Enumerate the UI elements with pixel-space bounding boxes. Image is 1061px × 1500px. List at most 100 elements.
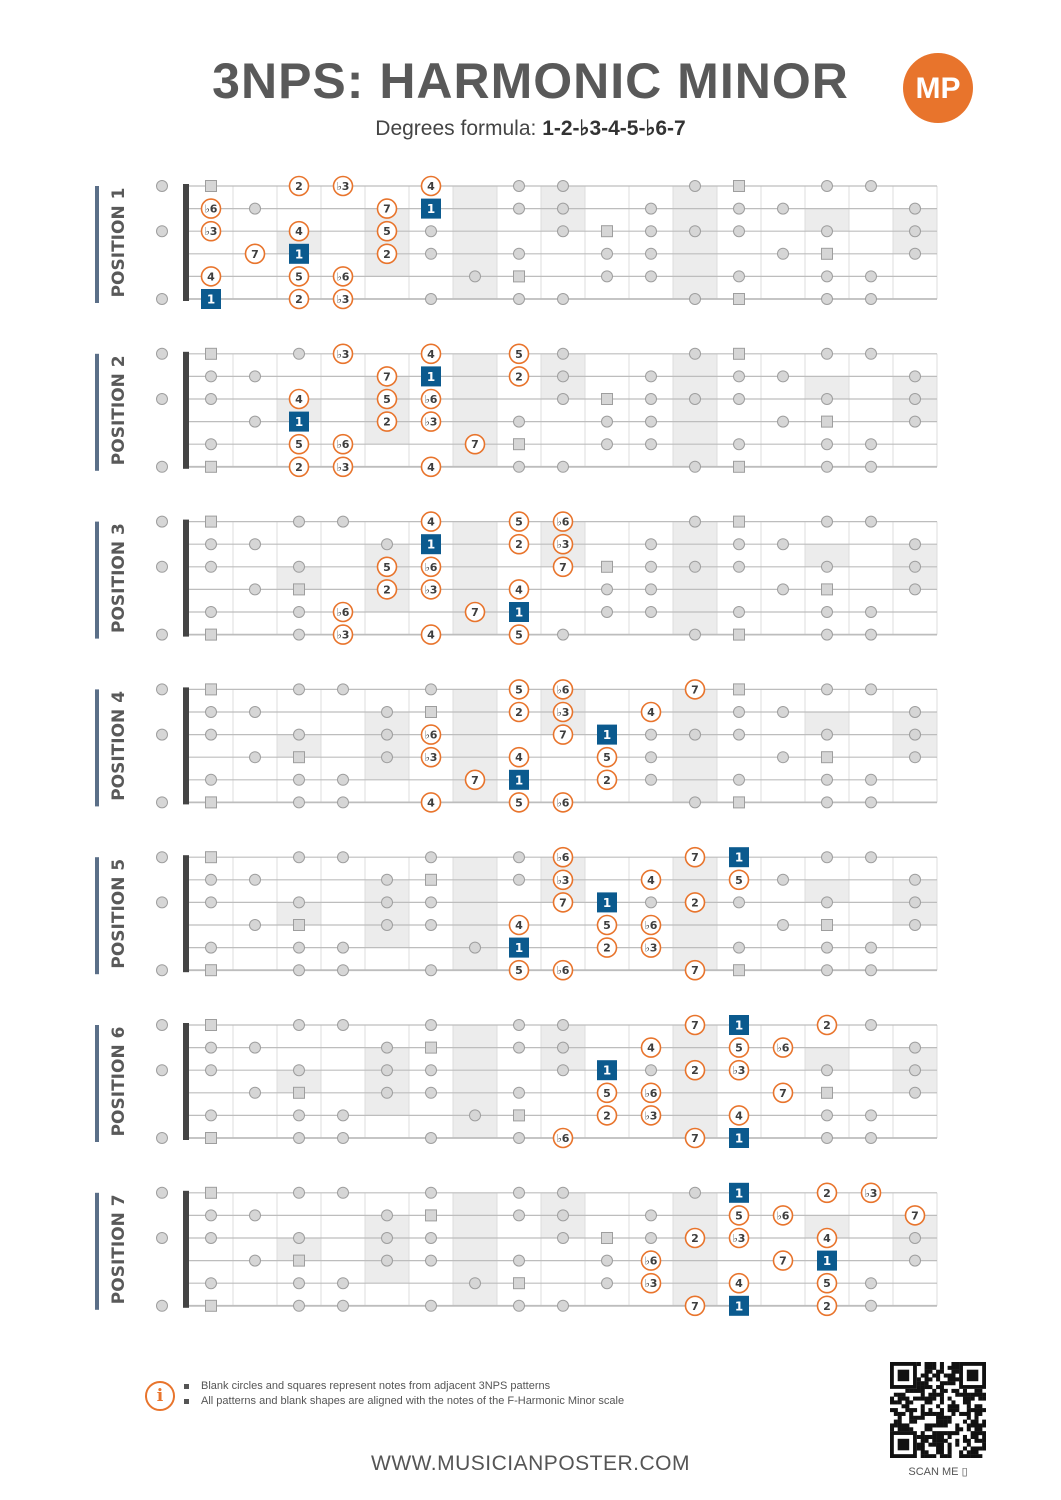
adjacent-circle-marker [557,1186,569,1199]
scale-degree-label: 4 [295,393,303,406]
scale-degree-label: 4 [207,270,215,283]
adjacent-circle-marker [645,728,657,741]
scale-degree-label: 7 [383,370,391,383]
adjacent-circle-marker [821,683,833,696]
root-note-label: 1 [295,415,303,429]
adjacent-circle-marker [381,1041,393,1054]
adjacent-circle-marker [601,270,613,283]
adjacent-circle-marker [381,1086,393,1099]
scale-degree-marker [376,220,398,242]
scale-degree-label: 5 [603,919,611,932]
adjacent-circle-marker [733,706,745,718]
adjacent-circle-marker [909,1232,921,1244]
scale-degree-marker [684,679,706,700]
scale-degree-label: ♭3 [337,629,350,642]
adjacent-square-marker [293,1254,305,1267]
adjacent-square-marker [733,628,745,641]
info-text-1: Blank circles and squares represent note… [201,1380,551,1392]
scale-degree-label: ♭3 [425,583,438,596]
open-string-marker [156,1064,168,1077]
scale-degree-marker [508,792,530,813]
adjacent-circle-marker [249,202,261,215]
adjacent-circle-marker [689,347,701,360]
adjacent-circle-marker [865,851,877,864]
adjacent-circle-marker [865,293,877,305]
fret-shade [805,1215,849,1238]
scale-degree-marker [332,624,354,645]
scale-degree-label: ♭3 [557,538,570,551]
adjacent-circle-marker [249,751,261,764]
scale-degree-marker [420,456,442,478]
scale-degree-label: 2 [603,942,611,955]
adjacent-circle-marker [293,941,305,954]
scale-degree-label: 4 [647,1042,655,1055]
adjacent-circle-marker [249,1254,261,1267]
qr-code[interactable] [890,1362,986,1458]
scale-degree-marker [640,1272,662,1294]
fret-shade [805,208,849,232]
scale-degree-marker [376,411,398,432]
adjacent-circle-marker [645,438,657,451]
adjacent-square-marker [601,225,613,238]
scale-degree-marker [420,556,442,578]
adjacent-circle-marker [865,180,877,192]
adjacent-circle-marker [557,293,569,305]
scale-degree-marker [332,433,354,455]
adjacent-square-marker [821,1086,833,1099]
adjacent-circle-marker [909,1254,921,1267]
adjacent-circle-marker [865,1299,877,1312]
adjacent-square-marker [821,583,833,596]
root-note-label: 1 [515,941,523,955]
open-string-marker [156,1232,168,1244]
scale-degree-label: 4 [427,796,435,809]
adjacent-circle-marker [337,1109,349,1122]
adjacent-circle-marker [293,1299,305,1312]
scale-degree-marker [508,914,530,936]
root-note-label: 1 [823,1254,831,1268]
fret-shade [673,521,717,635]
website-link[interactable]: WWW.MUSICIANPOSTER.COM [371,1452,690,1475]
scale-degree-marker [728,1105,750,1126]
root-note-label: 1 [515,773,523,787]
adjacent-circle-marker [865,1132,877,1144]
scale-degree-label: 7 [559,896,567,909]
adjacent-circle-marker [205,728,217,741]
nut [183,855,189,973]
scale-degree-label: 7 [471,438,479,451]
adjacent-circle-marker [337,1277,349,1290]
scale-degree-marker [508,366,530,387]
adjacent-circle-marker [689,1186,701,1199]
adjacent-circle-marker [293,515,305,528]
scale-degree-marker [772,1082,794,1104]
adjacent-circle-marker [205,1232,217,1244]
scale-degree-label: 5 [603,751,611,764]
scale-degree-marker [464,601,486,623]
fret-shade [365,544,409,612]
scale-degree-marker [596,1082,618,1104]
scale-degree-marker [508,343,530,365]
adjacent-circle-marker [513,460,525,473]
adjacent-circle-marker [865,628,877,641]
adjacent-circle-marker [293,964,305,977]
adjacent-circle-marker [821,560,833,573]
adjacent-circle-marker [601,1254,613,1267]
scale-degree-marker [508,746,530,768]
fret-shade [805,879,849,903]
open-string-marker [156,560,168,573]
adjacent-circle-marker [293,728,305,741]
scale-degree-label: ♭6 [425,393,438,406]
adjacent-circle-marker [645,1209,657,1222]
adjacent-circle-marker [865,773,877,786]
scale-degree-label: 5 [515,348,523,361]
adjacent-circle-marker [205,438,217,451]
fret-shade [805,1047,849,1071]
adjacent-circle-marker [205,1064,217,1077]
adjacent-circle-marker [513,1254,525,1267]
musicianposter-logo[interactable]: MP [902,52,974,124]
adjacent-circle-marker [733,538,745,551]
adjacent-circle-marker [425,1064,437,1077]
adjacent-circle-marker [865,941,877,954]
adjacent-circle-marker [777,706,789,718]
scale-degree-marker [552,724,574,745]
scale-degree-marker [288,266,310,287]
